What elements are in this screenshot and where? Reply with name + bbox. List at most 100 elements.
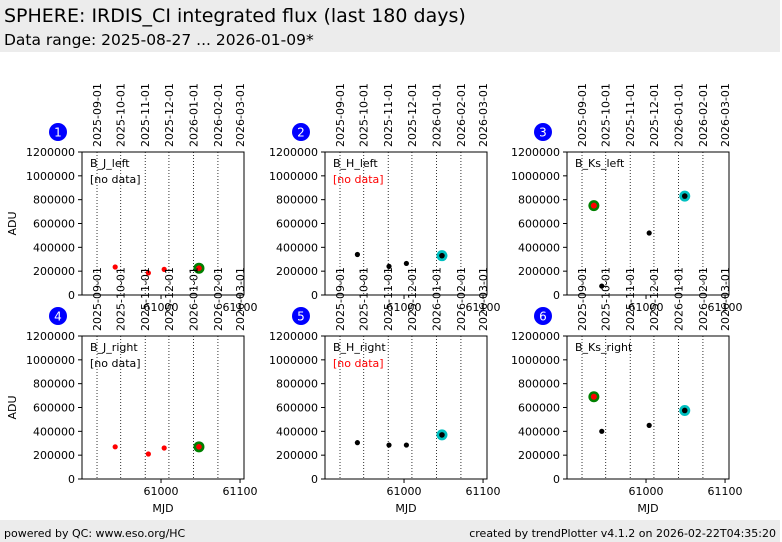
panel-number-badge <box>292 123 310 141</box>
last-marker-center <box>439 432 445 438</box>
y-tick-label: 0 <box>311 473 318 486</box>
panel-number-badge <box>292 307 310 325</box>
date-tick-label: 2025-11-01 <box>624 267 637 331</box>
last-marker-center <box>196 444 202 450</box>
date-tick-label: 2026-01-01 <box>187 83 200 147</box>
data-point <box>646 422 652 428</box>
date-tick-label: 2026-02-01 <box>697 83 710 147</box>
x-tick-label: 61100 <box>223 485 258 498</box>
date-tick-label: 2026-02-01 <box>455 83 468 147</box>
data-point <box>403 442 409 448</box>
date-tick-label: 2026-03-01 <box>719 83 732 147</box>
y-tick-label: 1200000 <box>269 146 318 159</box>
footer-powered-by: powered by QC: www.eso.org/HC <box>4 527 186 540</box>
x-tick-label: 61100 <box>466 301 501 314</box>
x-tick-label: 61100 <box>466 485 501 498</box>
y-tick-label: 1000000 <box>26 354 75 367</box>
x-axis-title: MJD <box>152 502 173 515</box>
date-tick-label: 2025-11-01 <box>139 83 152 147</box>
y-tick-label: 1000000 <box>26 170 75 183</box>
panel-number: 3 <box>539 126 547 140</box>
date-tick-label: 2025-12-01 <box>648 83 661 147</box>
last-marker-center <box>681 193 688 199</box>
no-data-note: [no data] <box>333 357 384 370</box>
date-tick-label: 2026-01-01 <box>430 83 443 147</box>
y-tick-label: 800000 <box>276 378 318 391</box>
y-tick-label: 600000 <box>33 402 75 415</box>
date-tick-label: 2025-10-01 <box>358 83 371 147</box>
y-tick-label: 1200000 <box>26 330 75 343</box>
y-tick-label: 0 <box>553 289 560 302</box>
x-tick-label: 61000 <box>629 301 664 314</box>
y-tick-label: 200000 <box>276 265 318 278</box>
data-point <box>646 230 652 236</box>
x-tick-label: 61000 <box>144 301 179 314</box>
data-point <box>599 283 605 289</box>
chart-panel-2: 0 200000 400000 600000 800000 1000000 1200000 6… <box>269 83 501 314</box>
panel-number: 6 <box>539 310 547 324</box>
y-tick-label: 1200000 <box>26 146 75 159</box>
y-tick-label: 400000 <box>518 425 560 438</box>
y-tick-label: 1200000 <box>511 330 560 343</box>
date-tick-label: 2026-01-01 <box>672 267 685 331</box>
y-tick-label: 400000 <box>33 425 75 438</box>
y-tick-label: 400000 <box>33 241 75 254</box>
date-tick-label: 2026-03-01 <box>719 267 732 331</box>
y-tick-label: 0 <box>68 289 75 302</box>
date-tick-label: 2025-12-01 <box>406 83 419 147</box>
no-data-note: [no data] <box>90 173 141 186</box>
y-tick-label: 400000 <box>518 241 560 254</box>
date-tick-label: 2026-01-01 <box>430 267 443 331</box>
y-tick-label: 600000 <box>518 218 560 231</box>
y-tick-label: 800000 <box>33 378 75 391</box>
panel-number: 2 <box>297 126 305 140</box>
panel-number: 1 <box>54 126 62 140</box>
date-tick-label: 2026-02-01 <box>697 267 710 331</box>
panel-number: 5 <box>297 310 305 324</box>
y-tick-label: 600000 <box>518 402 560 415</box>
panel-number-badge <box>49 123 67 141</box>
data-point <box>145 270 151 276</box>
y-tick-label: 1200000 <box>511 146 560 159</box>
last-marker-center <box>196 265 202 271</box>
series-label: B_Ks_right <box>575 341 633 354</box>
first-marker-center <box>590 202 597 209</box>
date-tick-label: 2025-10-01 <box>115 267 128 331</box>
y-axis-title: ADU <box>6 211 19 235</box>
series-label: B_J_right <box>90 341 138 354</box>
x-axis-title: MJD <box>395 502 416 515</box>
x-tick-label: 61000 <box>629 485 664 498</box>
data-point <box>112 444 118 450</box>
data-point <box>386 263 392 269</box>
first-marker-center <box>590 393 597 400</box>
date-tick-label: 2026-03-01 <box>234 267 247 331</box>
series-label: B_H_left <box>333 157 378 170</box>
date-tick-label: 2025-09-01 <box>576 83 589 147</box>
chart-panel-6: 0 200000 400000 600000 800000 1000000 1200000 6… <box>511 267 743 515</box>
y-tick-label: 1000000 <box>269 170 318 183</box>
y-tick-label: 400000 <box>276 241 318 254</box>
y-tick-label: 200000 <box>276 449 318 462</box>
date-tick-label: 2026-02-01 <box>212 267 225 331</box>
data-point <box>599 428 605 434</box>
y-tick-label: 1000000 <box>511 354 560 367</box>
data-point <box>161 266 167 272</box>
no-data-note: [no data] <box>333 173 384 186</box>
last-marker-center <box>439 252 445 259</box>
page-footer: powered by QC: www.eso.org/HC created by… <box>0 520 780 542</box>
footer-created-by: created by trendPlotter v4.1.2 on 2026-0… <box>469 527 776 540</box>
date-tick-label: 2025-10-01 <box>358 267 371 331</box>
plot-frame <box>566 335 730 480</box>
chart-panel-3: 0 200000 400000 600000 800000 1000000 1200000 6… <box>511 83 743 314</box>
x-tick-label: 61100 <box>708 301 743 314</box>
date-tick-label: 2025-10-01 <box>600 83 613 147</box>
panel-number-badge <box>49 307 67 325</box>
date-tick-label: 2025-11-01 <box>139 267 152 331</box>
panel-number: 4 <box>54 310 62 324</box>
y-tick-label: 200000 <box>518 449 560 462</box>
date-tick-label: 2025-12-01 <box>163 83 176 147</box>
y-tick-label: 600000 <box>276 218 318 231</box>
panel-number-badge <box>534 307 552 325</box>
y-tick-label: 0 <box>553 473 560 486</box>
date-tick-label: 2026-01-01 <box>187 267 200 331</box>
